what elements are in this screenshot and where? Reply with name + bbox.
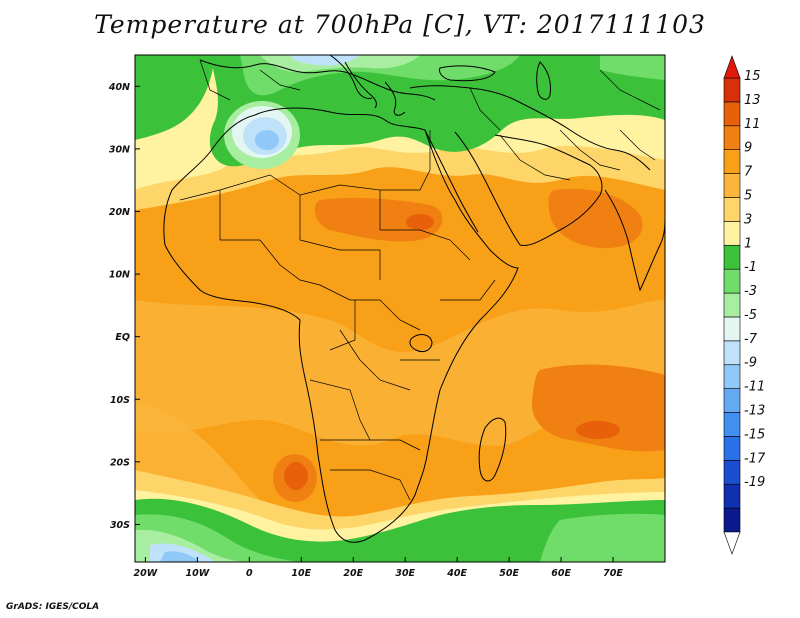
colorbar-segment <box>723 364 741 389</box>
colorbar-min-triangle <box>723 531 741 555</box>
colorbar-segment <box>723 507 741 533</box>
field-green-north <box>209 55 665 167</box>
colorbar-segment <box>723 197 741 222</box>
field-hot-arabia <box>548 188 643 249</box>
colorbar-label: -1 <box>744 260 757 275</box>
lat-tick-label: 10N <box>109 270 130 281</box>
greece <box>384 81 406 116</box>
colorbar-label: -15 <box>744 427 765 442</box>
colorbar-label: -11 <box>744 380 765 395</box>
field-green-south <box>135 498 665 562</box>
map-title: Temperature at 700hPa [C], VT: 201711110… <box>94 10 706 39</box>
colorbar-label: -7 <box>744 332 758 347</box>
field-hot-sahel <box>314 197 443 242</box>
lon-tick-label: 30E <box>395 568 415 579</box>
lat-tick-label: 30S <box>110 520 130 531</box>
colorbar-label: -13 <box>744 404 765 419</box>
colorbar-label: 7 <box>744 165 753 180</box>
colorbar-segment <box>723 244 741 270</box>
colorbar-label: 3 <box>744 212 752 227</box>
colorbar-segment <box>723 436 741 461</box>
madagascar <box>478 417 507 482</box>
lat-tick-label: 30N <box>109 144 130 155</box>
field-blue-top <box>290 55 360 66</box>
lon-tick-label: 0 <box>246 568 253 579</box>
colorbar-segment <box>723 292 741 318</box>
field-light-green-south-east <box>540 513 665 562</box>
colorbar-label: 11 <box>744 117 761 132</box>
field-hot-indian-core <box>576 421 620 439</box>
credit-label: GrADS: IGES/COLA <box>6 602 100 612</box>
colorbar-label: 13 <box>744 93 761 108</box>
colorbar-label: 9 <box>744 141 752 156</box>
colorbar-segment <box>723 149 741 174</box>
colorbar-label: -9 <box>744 356 757 371</box>
colorbar-label: -3 <box>744 284 757 299</box>
lon-tick-label: 60E <box>551 568 571 579</box>
colorbar-segment <box>723 101 741 127</box>
europe-coast-2 <box>329 55 373 99</box>
colorbar-label: -5 <box>744 308 757 323</box>
black-sea <box>439 65 496 82</box>
colorbar-label: 15 <box>744 69 761 84</box>
lon-tick-label: 70E <box>603 568 623 579</box>
colorbar-segment <box>723 77 741 103</box>
africa-coastline <box>163 107 519 543</box>
lat-tick-label: 10S <box>110 395 130 406</box>
lat-tick-label: 20N <box>109 207 130 218</box>
colorbar-segment <box>723 483 741 509</box>
longitude-ticks: 20W 10W 0 10E 20E 30E 40E 50E 60E 70E <box>134 557 623 579</box>
field-cold-pool-core <box>255 130 279 150</box>
colorbar-segment <box>723 316 741 342</box>
colorbar-label: -19 <box>744 475 765 490</box>
lon-tick-label: 20W <box>134 568 158 579</box>
field-hot-indian-ocean <box>531 364 665 452</box>
lon-tick-label: 40E <box>446 568 467 579</box>
italy <box>344 61 377 109</box>
colorbar-label: -17 <box>744 451 766 466</box>
india-coast <box>604 189 665 292</box>
field-blue-south-core <box>160 551 200 562</box>
country-borders <box>179 59 661 501</box>
colorbar-segment <box>723 221 741 246</box>
europe-coast-1 <box>199 59 436 101</box>
colorbar-label: 5 <box>744 188 752 203</box>
latitude-ticks: 40N 30N 20N 10N EQ 10S 20S 30S <box>108 82 140 531</box>
iran-coast <box>514 99 651 171</box>
colorbar-max-triangle <box>723 55 741 79</box>
red-sea <box>424 129 479 233</box>
colorbar-segment <box>723 125 741 150</box>
field-light-orange-ocean <box>135 400 260 500</box>
lon-tick-label: 10E <box>291 568 311 579</box>
lat-tick-label: 40N <box>108 82 130 93</box>
temperature-field <box>135 55 665 562</box>
colorbar-segment <box>723 340 741 366</box>
field-green-east <box>600 55 665 80</box>
colorbar: 15 13 11 9 7 5 3 1 -1 -3 -5 -7 -9 -11 -13 -15 -17 -19 <box>723 55 766 555</box>
lon-tick-label: 50E <box>499 568 519 579</box>
lon-tick-label: 20E <box>343 568 363 579</box>
caspian <box>536 61 551 100</box>
field-hot-sahel-core <box>406 214 434 230</box>
field-hot-namibia-core <box>284 462 308 490</box>
lat-tick-label: 20S <box>110 457 130 468</box>
colorbar-segment <box>723 388 741 413</box>
lat-tick-label: EQ <box>115 332 130 343</box>
colorbar-segment <box>723 412 741 437</box>
lake-victoria <box>409 334 433 353</box>
colorbar-segment <box>723 173 741 198</box>
arabia-coast <box>454 131 603 247</box>
lon-tick-label: 10W <box>186 568 210 579</box>
colorbar-segment <box>723 268 741 294</box>
field-green-west <box>135 55 215 140</box>
colorbar-segment <box>723 460 741 485</box>
colorbar-label: 1 <box>744 236 752 251</box>
map-frame <box>134 54 666 563</box>
